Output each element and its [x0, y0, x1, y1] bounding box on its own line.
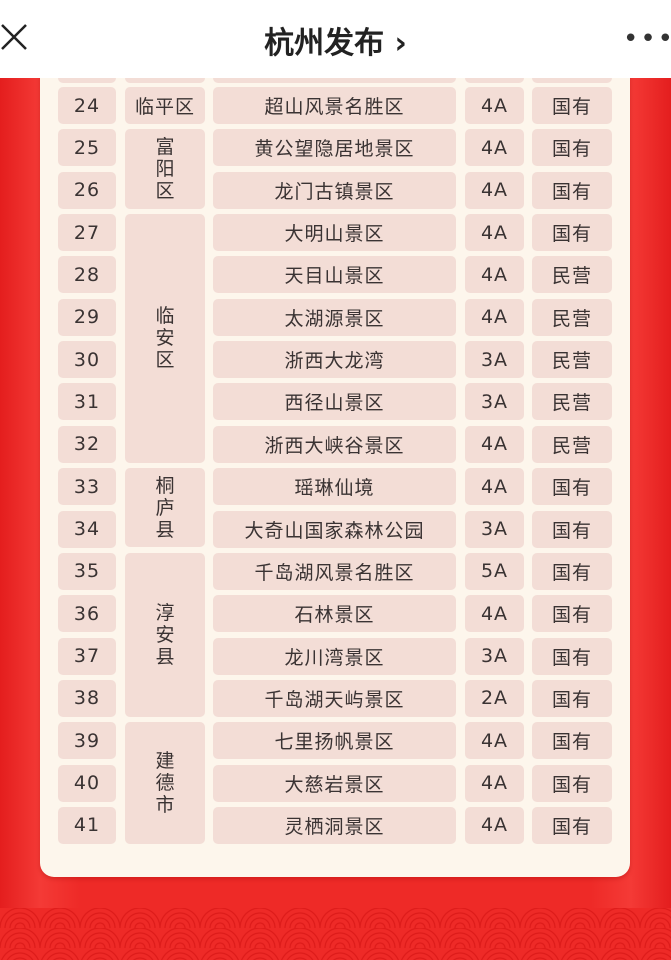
grade: 4A [465, 722, 524, 760]
scenic-name: 灵栖洞景区 [213, 806, 456, 844]
district-name: 桐庐县 [155, 474, 175, 541]
ownership: 国有 [532, 722, 612, 760]
chevron-right-icon: › [394, 26, 407, 61]
ownership: 国有 [532, 764, 612, 802]
district: 建德市 [125, 722, 205, 844]
district-name: 淳安县 [155, 601, 175, 668]
scenic-name: 七里扬帆景区 [213, 722, 456, 760]
scenic-name: 浙西大龙湾 [213, 341, 456, 379]
scenic-name: 黄公望隐居地景区 [213, 129, 456, 167]
ownership: 国有 [532, 87, 612, 124]
grade: 4A [465, 129, 524, 167]
wave-pattern-decoration [0, 908, 671, 960]
scenic-name: 西径山景区 [213, 383, 456, 421]
grade: 4A [465, 764, 524, 802]
scenic-name: 大奇山国家森林公园 [213, 510, 456, 548]
scenic-name: 石林景区 [213, 595, 456, 633]
ownership: 国有 [532, 679, 612, 717]
scenic-name: 龙门古镇景区 [213, 171, 456, 209]
row-number: 31 [58, 383, 116, 421]
scenic-name: 千岛湖风景名胜区 [213, 552, 456, 590]
grade: 4A [465, 87, 524, 124]
district: 临平区 [125, 87, 205, 124]
grade: 3A [465, 383, 524, 421]
top-bar: 杭州发布 › ••• [0, 0, 671, 78]
district-name: 临安区 [155, 305, 175, 372]
scenic-name: 超山风景名胜区 [213, 87, 456, 124]
title-text: 杭州发布 [264, 26, 385, 61]
close-icon[interactable] [0, 22, 30, 52]
district: 淳安县 [125, 552, 205, 717]
ownership: 国有 [532, 468, 612, 506]
ownership: 国有 [532, 171, 612, 209]
row-number: 41 [58, 806, 116, 844]
ownership: 民营 [532, 425, 612, 463]
ownership: 民营 [532, 383, 612, 421]
scenic-name: 太湖源景区 [213, 298, 456, 336]
ownership: 国有 [532, 806, 612, 844]
grade: 5A [465, 552, 524, 590]
ownership: 国有 [532, 552, 612, 590]
ownership: 国有 [532, 214, 612, 252]
grade: 3A [465, 341, 524, 379]
ownership: 民营 [532, 341, 612, 379]
grade: 3A [465, 510, 524, 548]
grade: 3A [465, 637, 524, 675]
district: 临安区 [125, 214, 205, 463]
row-number: 28 [58, 256, 116, 294]
row-number: 30 [58, 341, 116, 379]
grade: 4A [465, 425, 524, 463]
grade: 4A [465, 171, 524, 209]
row-number: 38 [58, 679, 116, 717]
ownership: 国有 [532, 595, 612, 633]
scenic-name: 大明山景区 [213, 214, 456, 252]
scenic-name: 龙川湾景区 [213, 637, 456, 675]
row-number: 35 [58, 552, 116, 590]
grade: 4A [465, 256, 524, 294]
district: 富阳区 [125, 129, 205, 209]
scenic-name: 千岛湖天屿景区 [213, 679, 456, 717]
ownership: 国有 [532, 510, 612, 548]
district-name: 富阳区 [155, 136, 175, 203]
district: 桐庐县 [125, 468, 205, 548]
row-number: 27 [58, 214, 116, 252]
grade: 4A [465, 806, 524, 844]
row-number: 39 [58, 722, 116, 760]
ownership: 国有 [532, 129, 612, 167]
scenic-name: 瑶琳仙境 [213, 468, 456, 506]
grade: 2A [465, 679, 524, 717]
district-name: 建德市 [155, 750, 175, 817]
grade: 4A [465, 468, 524, 506]
row-number: 29 [58, 298, 116, 336]
ownership: 民营 [532, 256, 612, 294]
grade: 4A [465, 214, 524, 252]
grade: 4A [465, 595, 524, 633]
account-title[interactable]: 杭州发布 › [0, 18, 671, 62]
scenic-name: 浙西大峡谷景区 [213, 425, 456, 463]
ownership: 民营 [532, 298, 612, 336]
row-number: 40 [58, 764, 116, 802]
row-number: 32 [58, 425, 116, 463]
row-number: 37 [58, 637, 116, 675]
row-number: 24 [58, 87, 116, 124]
grade: 4A [465, 298, 524, 336]
ownership: 国有 [532, 637, 612, 675]
more-icon[interactable]: ••• [622, 24, 671, 54]
scenic-name: 大慈岩景区 [213, 764, 456, 802]
row-number: 36 [58, 595, 116, 633]
scenic-name: 天目山景区 [213, 256, 456, 294]
row-number: 26 [58, 171, 116, 209]
row-number: 33 [58, 468, 116, 506]
row-number: 25 [58, 129, 116, 167]
row-number: 34 [58, 510, 116, 548]
